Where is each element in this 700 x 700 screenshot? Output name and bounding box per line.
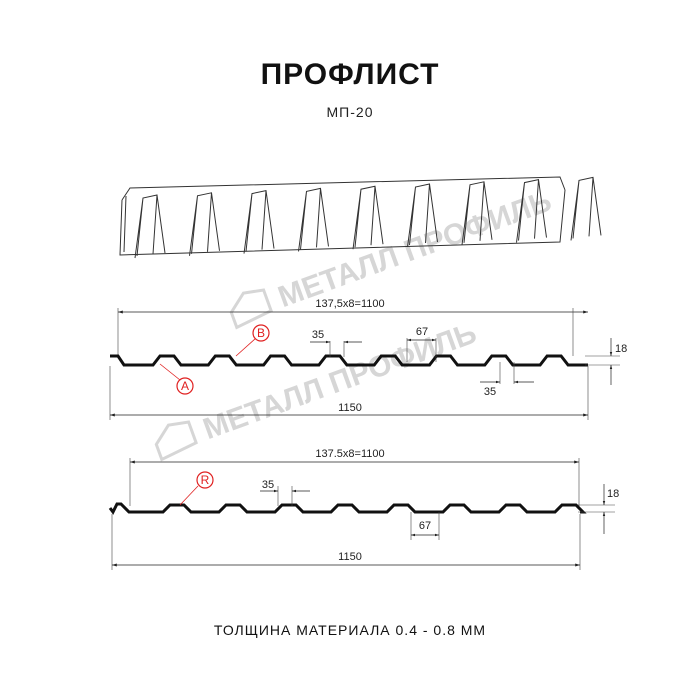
valley-label-2: 67 (419, 520, 431, 532)
profile-bottom: 137.5x8=1100 1150 35 67 18 R (108, 448, 619, 570)
profile-bottom-line (108, 502, 587, 515)
marker-b (252, 324, 270, 342)
sheet-rib (570, 176, 602, 241)
width-label: 1150 (338, 402, 362, 414)
page-title: ПРОФЛИСТ (260, 58, 440, 91)
height-label-2: 18 (607, 488, 619, 500)
svg-text:A: A (181, 379, 189, 393)
svg-text:МЕТАЛЛ ПРОФИЛЬ: МЕТАЛЛ ПРОФИЛЬ (199, 317, 481, 447)
sheet-rib (516, 178, 547, 243)
marker-r (196, 471, 214, 489)
watermark-1: МЕТАЛЛ ПРОФИЛЬ (229, 185, 556, 330)
rib-top-label: 35 (312, 329, 324, 341)
page-subtitle: МП-20 (326, 104, 374, 120)
rib-top-label-2: 35 (262, 479, 274, 491)
profile-top-line (110, 354, 588, 367)
pitch-label-2: 137.5x8=1100 (315, 448, 384, 460)
sheet-rib (352, 185, 384, 250)
sheet-rib (407, 183, 438, 248)
sheet-rib (189, 192, 220, 256)
svg-text:R: R (201, 473, 210, 487)
sheet-3d-view (119, 176, 602, 259)
sheet-rib (134, 194, 166, 259)
width-label-2: 1150 (338, 551, 362, 563)
pitch-label: 137,5x8=1100 (315, 298, 384, 310)
sheet-outline (119, 176, 566, 256)
marker-a (176, 377, 194, 395)
valley-label: 67 (416, 326, 428, 338)
material-thickness-note: ТОЛЩИНА МАТЕРИАЛА 0.4 - 0.8 ММ (213, 622, 487, 638)
sheet-rib (461, 181, 493, 245)
svg-text:B: B (257, 326, 265, 340)
sheet-rib (298, 187, 329, 252)
sheet-rib (243, 189, 275, 254)
profile-top: 137,5x8=1100 1150 35 67 35 18 A (109, 298, 627, 420)
rib-bottom-label: 35 (484, 386, 496, 398)
height-label: 18 (615, 343, 627, 355)
